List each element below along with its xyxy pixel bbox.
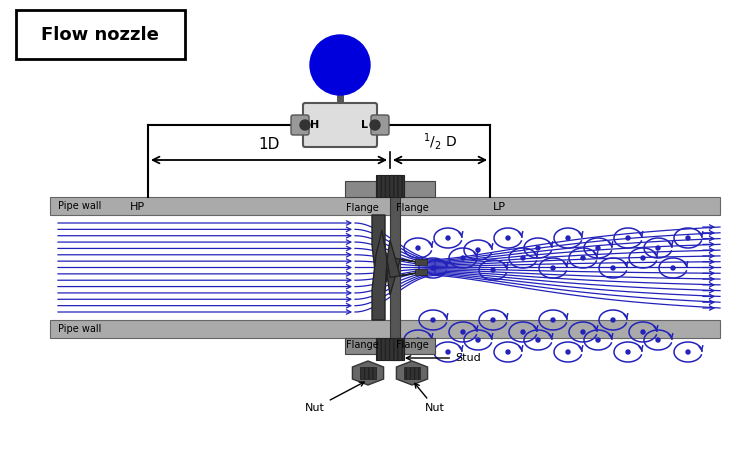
Circle shape (641, 256, 645, 260)
Bar (415, 270, 427, 275)
Circle shape (566, 350, 570, 354)
Text: Nut: Nut (305, 382, 364, 413)
Bar (360, 367, 376, 379)
Text: LP: LP (493, 202, 506, 212)
Text: $^1/_2$ D: $^1/_2$ D (423, 131, 458, 152)
Circle shape (656, 338, 660, 342)
Bar (376, 175, 404, 197)
Text: H: H (310, 120, 320, 130)
Circle shape (310, 35, 370, 95)
FancyBboxPatch shape (291, 115, 309, 135)
Text: Flow nozzle: Flow nozzle (41, 26, 159, 44)
Bar (50, 320, 720, 338)
Circle shape (551, 266, 555, 270)
Bar (404, 338, 435, 354)
Circle shape (536, 246, 540, 250)
Text: HP: HP (130, 202, 145, 212)
Bar (390, 175, 400, 360)
Circle shape (611, 266, 615, 270)
Circle shape (416, 246, 420, 250)
Circle shape (686, 236, 690, 240)
Circle shape (611, 318, 615, 322)
Polygon shape (397, 361, 427, 385)
Circle shape (566, 236, 570, 240)
Bar (345, 338, 376, 354)
Text: Nut: Nut (415, 383, 445, 413)
Text: L: L (362, 120, 368, 130)
Circle shape (431, 318, 435, 322)
Circle shape (626, 236, 630, 240)
Circle shape (581, 330, 585, 334)
FancyBboxPatch shape (16, 10, 185, 59)
Circle shape (446, 350, 450, 354)
Circle shape (416, 338, 420, 342)
Circle shape (596, 246, 600, 250)
Circle shape (506, 236, 510, 240)
Text: Pipe wall: Pipe wall (58, 324, 101, 334)
Text: Pipe wall: Pipe wall (58, 201, 101, 211)
Circle shape (521, 330, 525, 334)
Circle shape (431, 266, 435, 270)
Bar (345, 181, 376, 197)
Circle shape (671, 266, 675, 270)
Bar (415, 259, 427, 265)
Circle shape (626, 350, 630, 354)
Text: 1D: 1D (258, 137, 280, 152)
Text: Flange: Flange (346, 203, 378, 213)
Circle shape (641, 330, 645, 334)
Bar (50, 197, 720, 215)
Text: Flange: Flange (396, 340, 428, 350)
Circle shape (521, 256, 525, 260)
Polygon shape (372, 215, 420, 305)
Circle shape (446, 236, 450, 240)
Bar (404, 181, 435, 197)
Circle shape (581, 256, 585, 260)
Bar (376, 338, 404, 360)
Circle shape (370, 120, 380, 130)
Polygon shape (372, 230, 420, 320)
Polygon shape (352, 361, 383, 385)
Circle shape (300, 120, 310, 130)
FancyBboxPatch shape (303, 103, 377, 147)
Circle shape (596, 338, 600, 342)
Circle shape (506, 350, 510, 354)
Text: Stud: Stud (406, 353, 481, 363)
Text: Flange: Flange (346, 340, 378, 350)
Circle shape (461, 256, 465, 260)
Circle shape (656, 246, 660, 250)
Circle shape (491, 318, 495, 322)
FancyBboxPatch shape (371, 115, 389, 135)
Text: Flange: Flange (396, 203, 428, 213)
Circle shape (551, 318, 555, 322)
Circle shape (476, 338, 480, 342)
Circle shape (461, 330, 465, 334)
Circle shape (491, 268, 495, 272)
Circle shape (536, 338, 540, 342)
Circle shape (476, 248, 480, 252)
Bar (404, 367, 420, 379)
Circle shape (686, 350, 690, 354)
